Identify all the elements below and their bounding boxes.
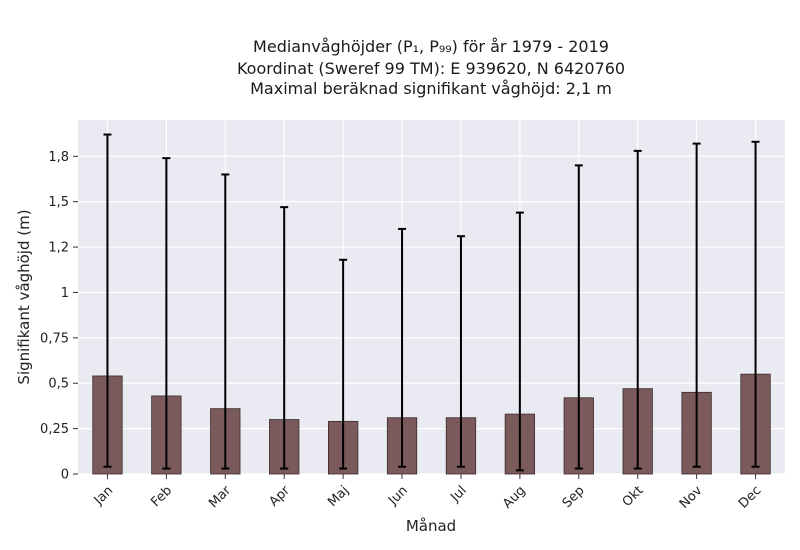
- y-tick-label-7: 1,8: [48, 150, 69, 165]
- y-tick-label-3: 0,75: [40, 331, 69, 346]
- y-tick-label-5: 1,2: [48, 241, 69, 256]
- y-tick-label-6: 1,5: [48, 195, 69, 210]
- x-tick-label-feb: Feb: [148, 483, 175, 510]
- x-tick-label-nov: Nov: [677, 483, 706, 512]
- chart-title-line-1: Medianvåghöjder (P₁, P₉₉) för år 1979 - …: [253, 37, 609, 56]
- y-axis-label: Signifikant våghöjd (m): [15, 209, 33, 384]
- y-tick-label-1: 0,25: [40, 422, 69, 437]
- x-tick-label-jun: Jun: [385, 483, 411, 509]
- x-tick-label-okt: Okt: [620, 483, 647, 510]
- x-axis-label: Månad: [406, 517, 456, 535]
- y-tick-label-4: 1: [61, 286, 69, 301]
- y-tick-label-0: 0: [61, 468, 69, 483]
- plot-area: [78, 120, 785, 474]
- error-bars: [103, 133, 760, 472]
- x-tick-label-dec: Dec: [736, 483, 764, 511]
- chart-title-line-2: Koordinat (Sweref 99 TM): E 939620, N 64…: [237, 59, 625, 78]
- x-tick-label-sep: Sep: [560, 483, 588, 511]
- x-tick-label-apr: Apr: [267, 483, 294, 510]
- x-tick-label-jan: Jan: [91, 483, 116, 508]
- y-tick-label-2: 0,5: [48, 377, 69, 392]
- x-tick-label-maj: Maj: [325, 483, 352, 510]
- x-tick-label-mar: Mar: [206, 483, 234, 511]
- x-axis-ticks: Jan Feb Mar Apr Maj Jun Jul Aug Sep Okt Nov Dec: [91, 474, 764, 512]
- y-axis-ticks: 0 0,25 0,5 0,75 1 1,2 1,5 1,8: [40, 150, 78, 483]
- x-tick-label-aug: Aug: [500, 483, 529, 512]
- chart-title-line-3: Maximal beräknad signifikant våghöjd: 2,…: [250, 79, 612, 98]
- x-tick-label-jul: Jul: [447, 483, 469, 505]
